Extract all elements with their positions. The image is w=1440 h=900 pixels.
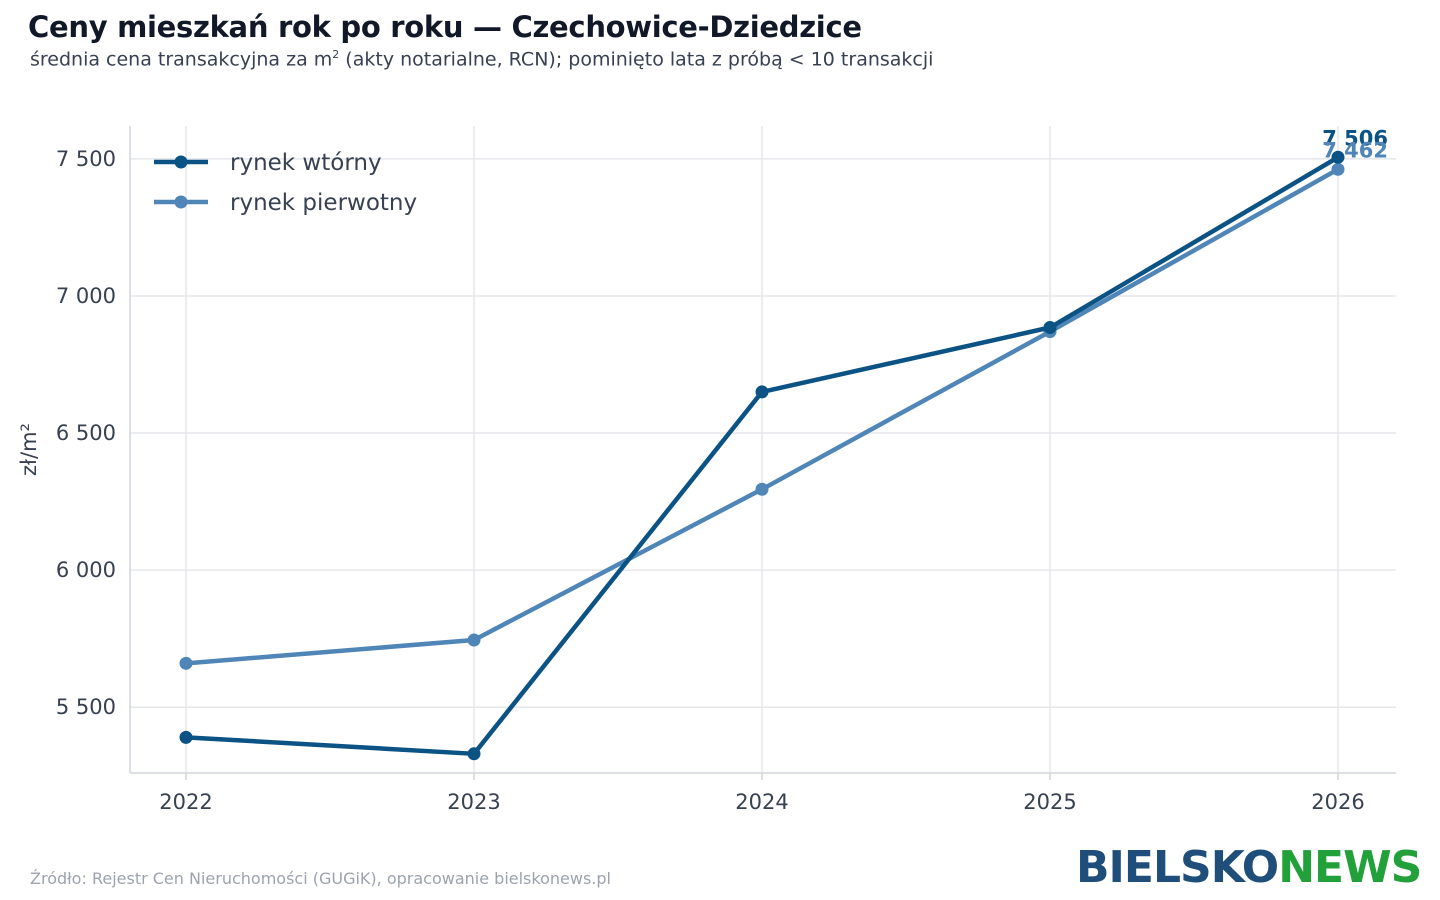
axes: 5 500 6 000 6 500 7 000 7 500 2022 2023 2024 202…	[17, 126, 1396, 814]
end-value-label: 7 506	[1322, 126, 1388, 150]
subtitle-superscript: 2	[332, 48, 340, 61]
x-tick-label: 2025	[1023, 790, 1076, 814]
subtitle-text-post: (akty notarialne, RCN); pominięto lata z…	[339, 48, 934, 71]
data-point	[1331, 162, 1345, 176]
legend-marker	[174, 155, 188, 169]
data-point	[755, 385, 769, 399]
chart-subtitle: średnia cena transakcyjna za m2 (akty no…	[30, 48, 933, 70]
x-tick-label: 2023	[447, 790, 500, 814]
grid-lines	[130, 126, 1396, 773]
x-tick-label: 2022	[159, 790, 212, 814]
legend-marker	[174, 195, 188, 209]
data-point	[1331, 150, 1345, 164]
data-point	[179, 730, 193, 744]
end-value-label: 7 462	[1322, 138, 1388, 162]
logo-part-news: NEWS	[1278, 842, 1422, 893]
x-tick-label: 2024	[735, 790, 788, 814]
data-point	[755, 482, 769, 496]
y-tick-label: 7 000	[56, 284, 116, 308]
data-point	[1043, 321, 1057, 335]
y-tick-label: 7 500	[56, 147, 116, 171]
legend-label: rynek pierwotny	[230, 190, 417, 216]
x-tick-label: 2026	[1311, 790, 1364, 814]
y-tick-label: 6 000	[56, 558, 116, 582]
y-axis-label: zł/m²	[17, 423, 41, 476]
legend: rynek wtórny rynek pierwotny	[154, 150, 417, 216]
legend-label: rynek wtórny	[230, 150, 382, 176]
source-note: Źródło: Rejestr Cen Nieruchomości (GUGiK…	[30, 869, 611, 888]
y-tick-label: 5 500	[56, 695, 116, 719]
subtitle-text-pre: średnia cena transakcyjna za m	[30, 48, 333, 71]
logo-part-bielsko: BIELSKO	[1076, 842, 1279, 893]
bielskonews-logo: BIELSKONEWS	[1076, 842, 1422, 893]
chart-title: Ceny mieszkań rok po roku — Czechowice-D…	[28, 10, 862, 44]
data-point	[467, 633, 481, 647]
data-point	[179, 656, 193, 670]
data-point	[467, 747, 481, 761]
y-tick-label: 6 500	[56, 421, 116, 445]
